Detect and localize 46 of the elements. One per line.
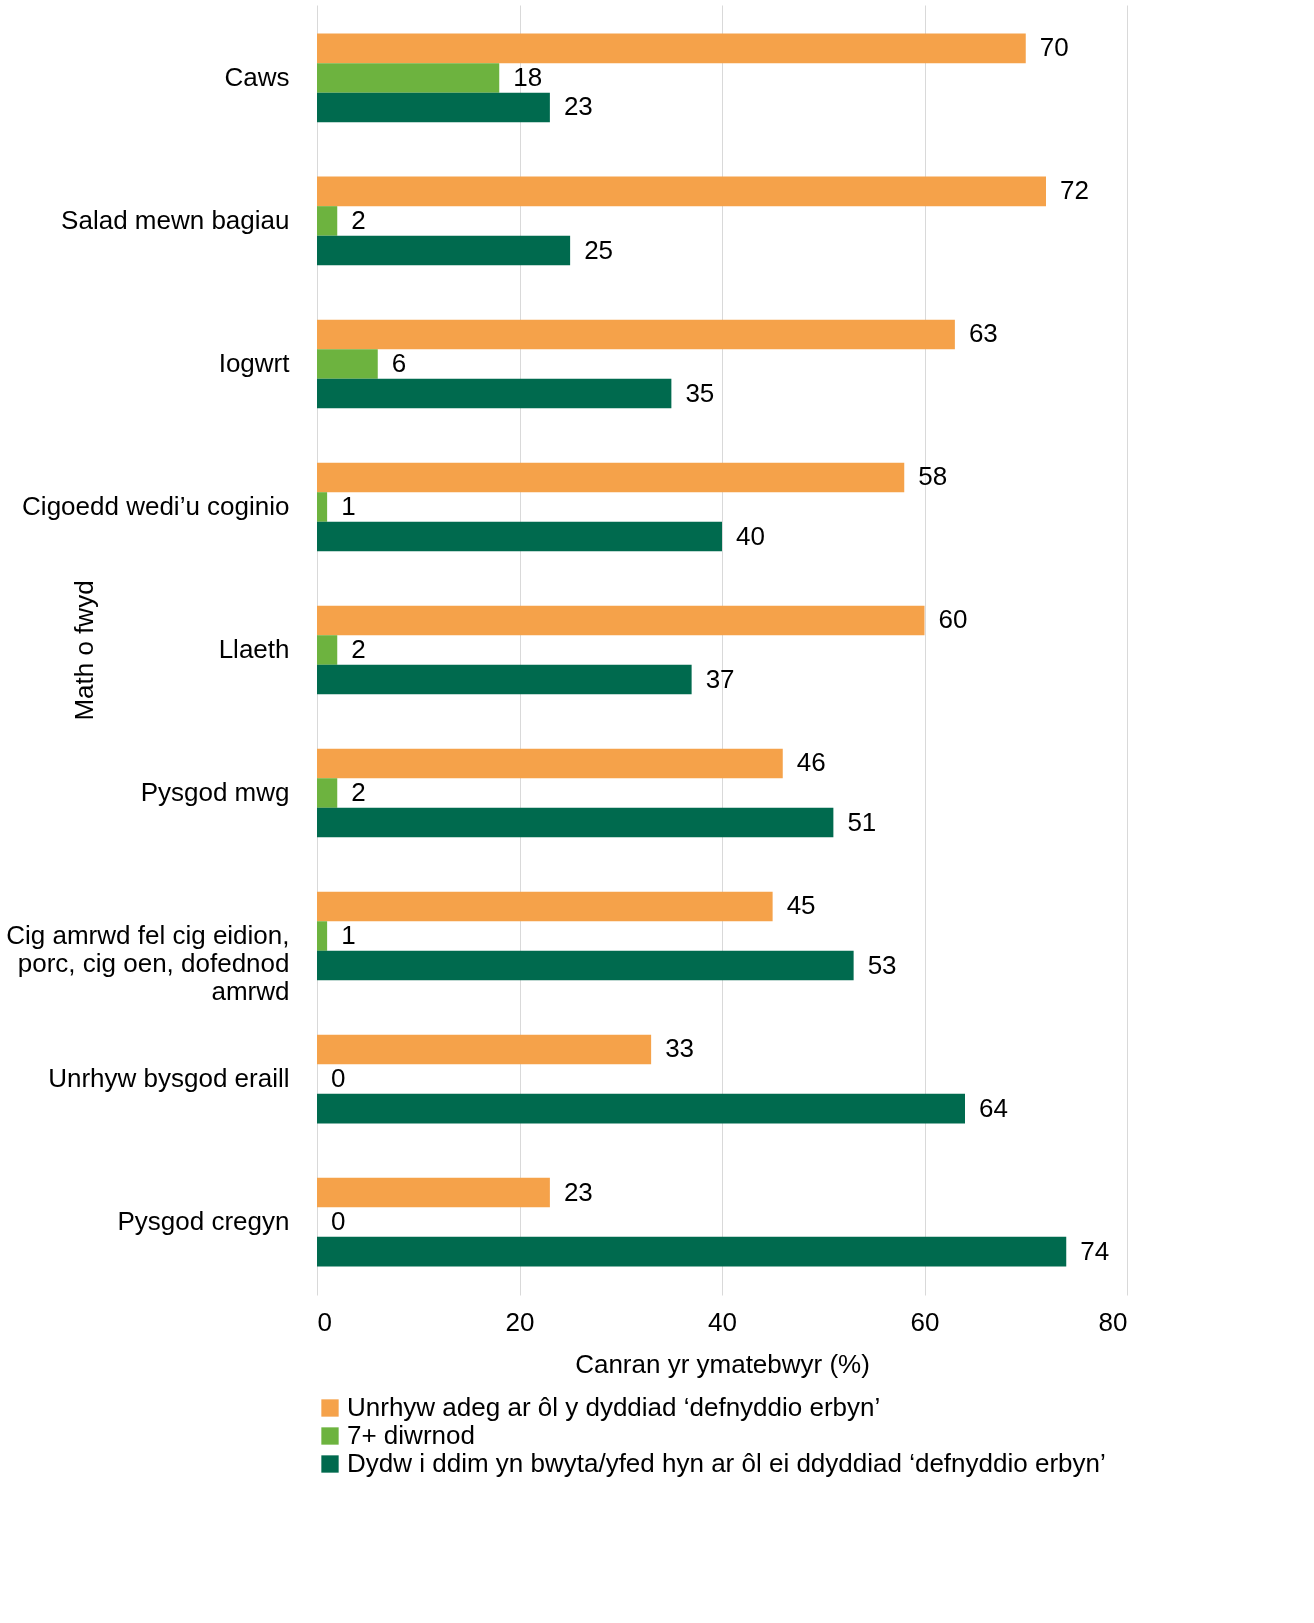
data-label: 1 <box>341 490 356 521</box>
data-label: 63 <box>968 318 998 349</box>
data-label: 64 <box>979 1092 1008 1123</box>
data-label: 2 <box>351 634 366 664</box>
data-label: 40 <box>736 520 765 551</box>
data-label: 53 <box>867 949 897 980</box>
data-label: 0 <box>331 1063 346 1094</box>
x-tick-label: 0 <box>317 1306 332 1337</box>
y-axis-title: Math o fwyd <box>68 580 99 721</box>
data-label: 58 <box>918 461 948 492</box>
y-tick-label: Llaeth <box>218 634 290 664</box>
data-label: 23 <box>563 1176 593 1207</box>
data-label: 23 <box>563 91 593 122</box>
x-tick-label: 60 <box>910 1306 940 1337</box>
data-label: 6 <box>391 347 407 378</box>
data-label: 60 <box>938 604 968 635</box>
legend-label: Unrhyw adeg ar ôl y dyddiad ‘defnyddio erbyn’ <box>347 1392 881 1422</box>
y-tick-label: Iogwrt <box>218 347 291 378</box>
y-tick-label: Pysgod mwg <box>140 777 290 808</box>
x-tick-label: 20 <box>505 1306 535 1337</box>
legend-label: 7+ diwrnod <box>347 1420 475 1450</box>
y-tick-label: Pysgod cregyn <box>117 1206 290 1237</box>
y-tick-label: Cigoedd wedi’u coginio <box>22 490 290 521</box>
data-label: 37 <box>705 663 735 694</box>
y-tick-label: Caws <box>224 61 290 92</box>
data-label: 46 <box>796 747 826 778</box>
x-axis-title: Canran yr ymatebwyr (%) <box>575 1348 870 1379</box>
y-tick-label: Salad mewn bagiau <box>61 204 290 235</box>
y-tick-label: Cig amrwd fel cig eidion, porc, cig oen, dofednod amrwd <box>6 920 290 1007</box>
data-label: 45 <box>786 890 816 921</box>
data-label: 2 <box>351 204 366 235</box>
data-label: 18 <box>513 61 543 92</box>
x-tick-label: 40 <box>708 1306 737 1337</box>
data-label: 2 <box>351 777 366 808</box>
data-label: 70 <box>1039 32 1069 63</box>
data-label: 74 <box>1080 1235 1110 1266</box>
data-label: 0 <box>331 1206 346 1237</box>
data-label: 72 <box>1060 175 1089 206</box>
data-label: 35 <box>685 377 715 408</box>
data-label: 1 <box>341 920 356 951</box>
y-tick-label: Unrhyw bysgod eraill <box>48 1063 290 1094</box>
data-label: 33 <box>665 1033 695 1064</box>
x-tick-label: 80 <box>1098 1306 1128 1337</box>
legend-label: Dydw i ddim yn bwyta/yfed hyn ar ôl ei ddyddiad ‘defnyddio erbyn’ <box>347 1448 1106 1478</box>
data-label: 51 <box>847 806 877 837</box>
data-label: 25 <box>584 234 614 265</box>
